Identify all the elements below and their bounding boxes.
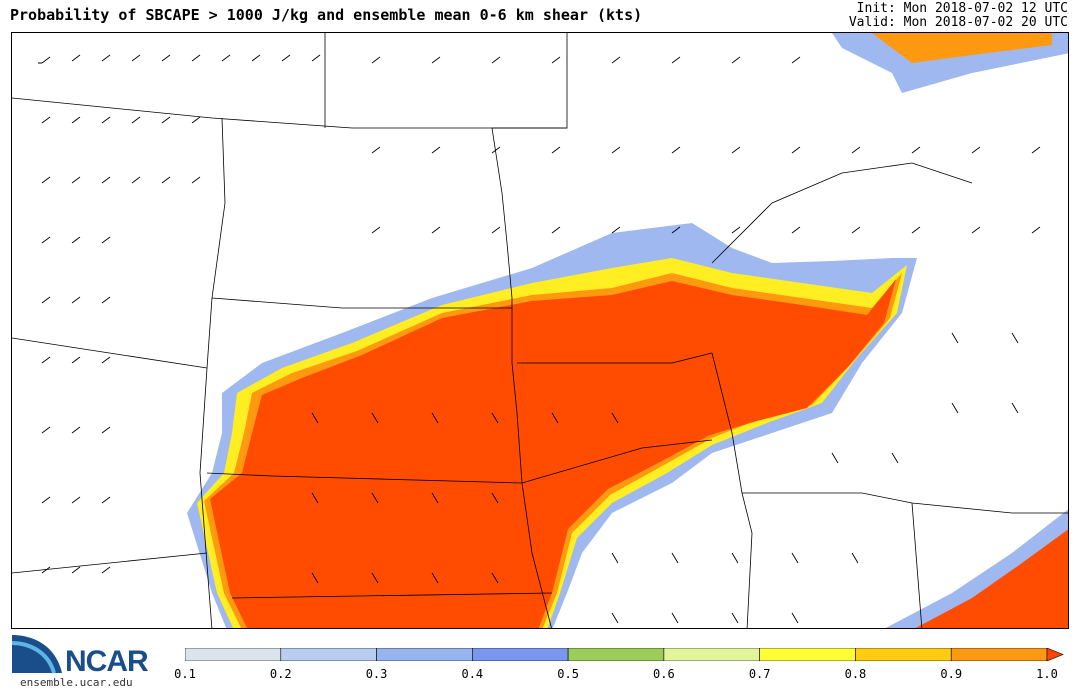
- probability-map: [12, 33, 1068, 628]
- colorbar-segment: [855, 648, 952, 661]
- colorbar-tick-label: 0.2: [269, 667, 292, 681]
- colorbar-tick-label: 0.6: [653, 667, 675, 681]
- wind-barbs: [38, 54, 1041, 624]
- prob-region-southeast-core: [915, 529, 1068, 628]
- logo-url: ensemble.ucar.edu: [20, 676, 133, 689]
- prob-region-northeast-core: [872, 33, 1052, 63]
- colorbar-segment: [280, 648, 377, 661]
- colorbar-segment: [567, 648, 665, 661]
- colorbar: [185, 648, 1064, 661]
- colorbar-tick-label: 0.4: [461, 667, 484, 681]
- colorbar-tick-label: 0.1: [174, 667, 196, 681]
- logo-name: NCAR: [65, 645, 149, 678]
- colorbar-extension: [1046, 648, 1064, 661]
- colorbar-tick-label: 0.8: [844, 667, 867, 681]
- init-time: Init: Mon 2018-07-02 12 UTC: [856, 1, 1068, 16]
- colorbar-tick-label: 0.7: [748, 667, 771, 681]
- chart-title: Probability of SBCAPE > 1000 J/kg and en…: [10, 6, 643, 24]
- colorbar-tick-label: 1.0: [1036, 667, 1058, 681]
- valid-time: Valid: Mon 2018-07-02 20 UTC: [848, 15, 1068, 30]
- colorbar-tick-label: 0.3: [365, 667, 388, 681]
- prob-region-high: [210, 279, 896, 628]
- colorbar-segment: [472, 648, 569, 661]
- colorbar-segment: [759, 648, 856, 661]
- colorbar-tick-label: 0.5: [557, 667, 579, 681]
- colorbar-segment: [185, 648, 282, 661]
- colorbar-segment: [663, 648, 760, 661]
- colorbar-segment: [376, 648, 473, 661]
- state-borders: [12, 33, 1068, 628]
- map-panel: [11, 32, 1069, 629]
- ncar-logo: [11, 635, 62, 674]
- colorbar-tick-label: 0.9: [940, 667, 963, 681]
- colorbar-segment: [950, 648, 1048, 661]
